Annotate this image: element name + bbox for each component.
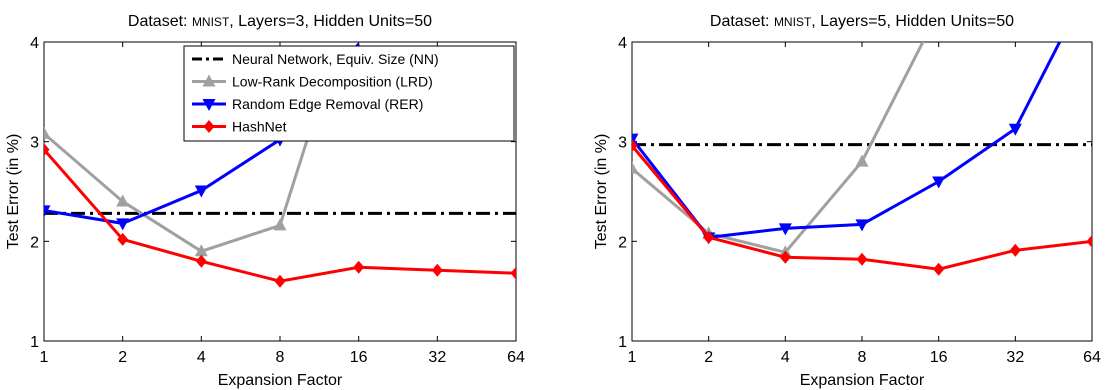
chart-title-suffix: , Layers=3, Hidden Units=50: [229, 13, 432, 30]
y-tick-label: 1: [30, 334, 39, 351]
x-tick-label: 1: [628, 349, 637, 366]
plot-area-frame: [631, 41, 1093, 342]
y-tick-label: 2: [30, 234, 39, 251]
chart-title: Dataset: MNIST, Layers=3, Hidden Units=5…: [128, 13, 432, 30]
data-point-rer: [44, 205, 51, 218]
chart-title-dataset: MNIST: [192, 15, 230, 29]
x-tick-label: 32: [1006, 349, 1024, 366]
y-tick-label: 4: [618, 35, 627, 52]
x-axis-label: Expansion Factor: [800, 372, 925, 389]
data-point-lrd: [194, 244, 208, 257]
x-tick-label: 16: [930, 349, 948, 366]
y-tick-label: 4: [30, 35, 39, 52]
data-point-hashnet: [703, 230, 715, 244]
x-tick-label: 1: [40, 349, 49, 366]
y-tick-label: 3: [30, 135, 39, 152]
legend-marker-rer: [202, 99, 216, 111]
x-tick-label: 4: [781, 349, 790, 366]
data-point-rer: [194, 185, 208, 198]
legend-label-hashnet: HashNet: [232, 119, 287, 135]
chart-panel-right: Dataset: MNIST, Layers=5, Hidden Units=5…: [593, 13, 1101, 389]
legend-box: [183, 45, 515, 142]
x-tick-label: 8: [858, 349, 867, 366]
data-point-hashnet: [632, 139, 638, 153]
legend-marker-lrd: [202, 74, 216, 87]
x-tick-label: 2: [118, 349, 127, 366]
x-tick-label: 4: [197, 349, 206, 366]
chart-title-dataset: MNIST: [774, 15, 812, 29]
series-line-rer: [632, 42, 1062, 239]
y-tick-label: 1: [618, 334, 627, 351]
data-point-rer: [778, 223, 792, 236]
x-tick-label: 8: [276, 349, 285, 366]
data-point-hashnet: [431, 263, 443, 277]
data-point-hashnet: [779, 250, 791, 264]
data-point-lrd: [116, 194, 130, 207]
x-tick-label: 64: [1083, 349, 1101, 366]
data-point-hashnet: [353, 260, 365, 274]
chart-panel-left: Dataset: MNIST, Layers=3, Hidden Units=5…: [5, 13, 525, 389]
data-point-lrd: [632, 161, 639, 174]
chart-title-prefix: Dataset:: [128, 13, 192, 30]
x-tick-label: 64: [507, 349, 525, 366]
x-tick-label: 2: [704, 349, 713, 366]
x-tick-label: 32: [428, 349, 446, 366]
legend: Neural Network, Equiv. Size (NN) Low-Rank…: [183, 45, 515, 142]
legend-label-nn: Neural Network, Equiv. Size (NN): [232, 51, 439, 67]
data-point-rer: [116, 218, 130, 231]
data-point-lrd: [273, 218, 287, 231]
data-point-hashnet: [195, 254, 207, 268]
data-point-hashnet: [1009, 243, 1021, 257]
data-point-lrd: [855, 154, 869, 167]
x-tick-label: 16: [350, 349, 368, 366]
data-point-hashnet: [117, 232, 129, 246]
data-point-rer: [1008, 123, 1022, 136]
data-point-hashnet: [44, 143, 50, 157]
data-point-rer: [932, 176, 946, 189]
data-point-hashnet: [933, 262, 945, 276]
data-point-lrd: [44, 126, 51, 139]
y-tick-label: 3: [618, 135, 627, 152]
y-axis-label: Test Error (in %): [593, 134, 610, 250]
chart-title: Dataset: MNIST, Layers=5, Hidden Units=5…: [710, 13, 1014, 30]
legend-label-rer: Random Edge Removal (RER): [232, 96, 423, 112]
y-tick-label: 2: [618, 234, 627, 251]
data-point-rer: [855, 219, 869, 232]
plot-series-group: [632, 42, 1092, 276]
data-point-hashnet: [856, 252, 868, 266]
data-point-hashnet: [274, 274, 286, 288]
chart-title-suffix: , Layers=5, Hidden Units=50: [811, 13, 1014, 30]
y-axis-label: Test Error (in %): [5, 134, 22, 250]
legend-marker-hashnet: [203, 120, 215, 133]
chart-title-prefix: Dataset:: [710, 13, 774, 30]
data-point-hashnet: [510, 266, 516, 280]
legend-label-lrd: Low-Rank Decomposition (LRD): [232, 74, 433, 90]
series-line-hashnet: [44, 148, 516, 283]
data-point-hashnet: [1086, 234, 1092, 248]
x-axis-label: Expansion Factor: [218, 372, 343, 389]
